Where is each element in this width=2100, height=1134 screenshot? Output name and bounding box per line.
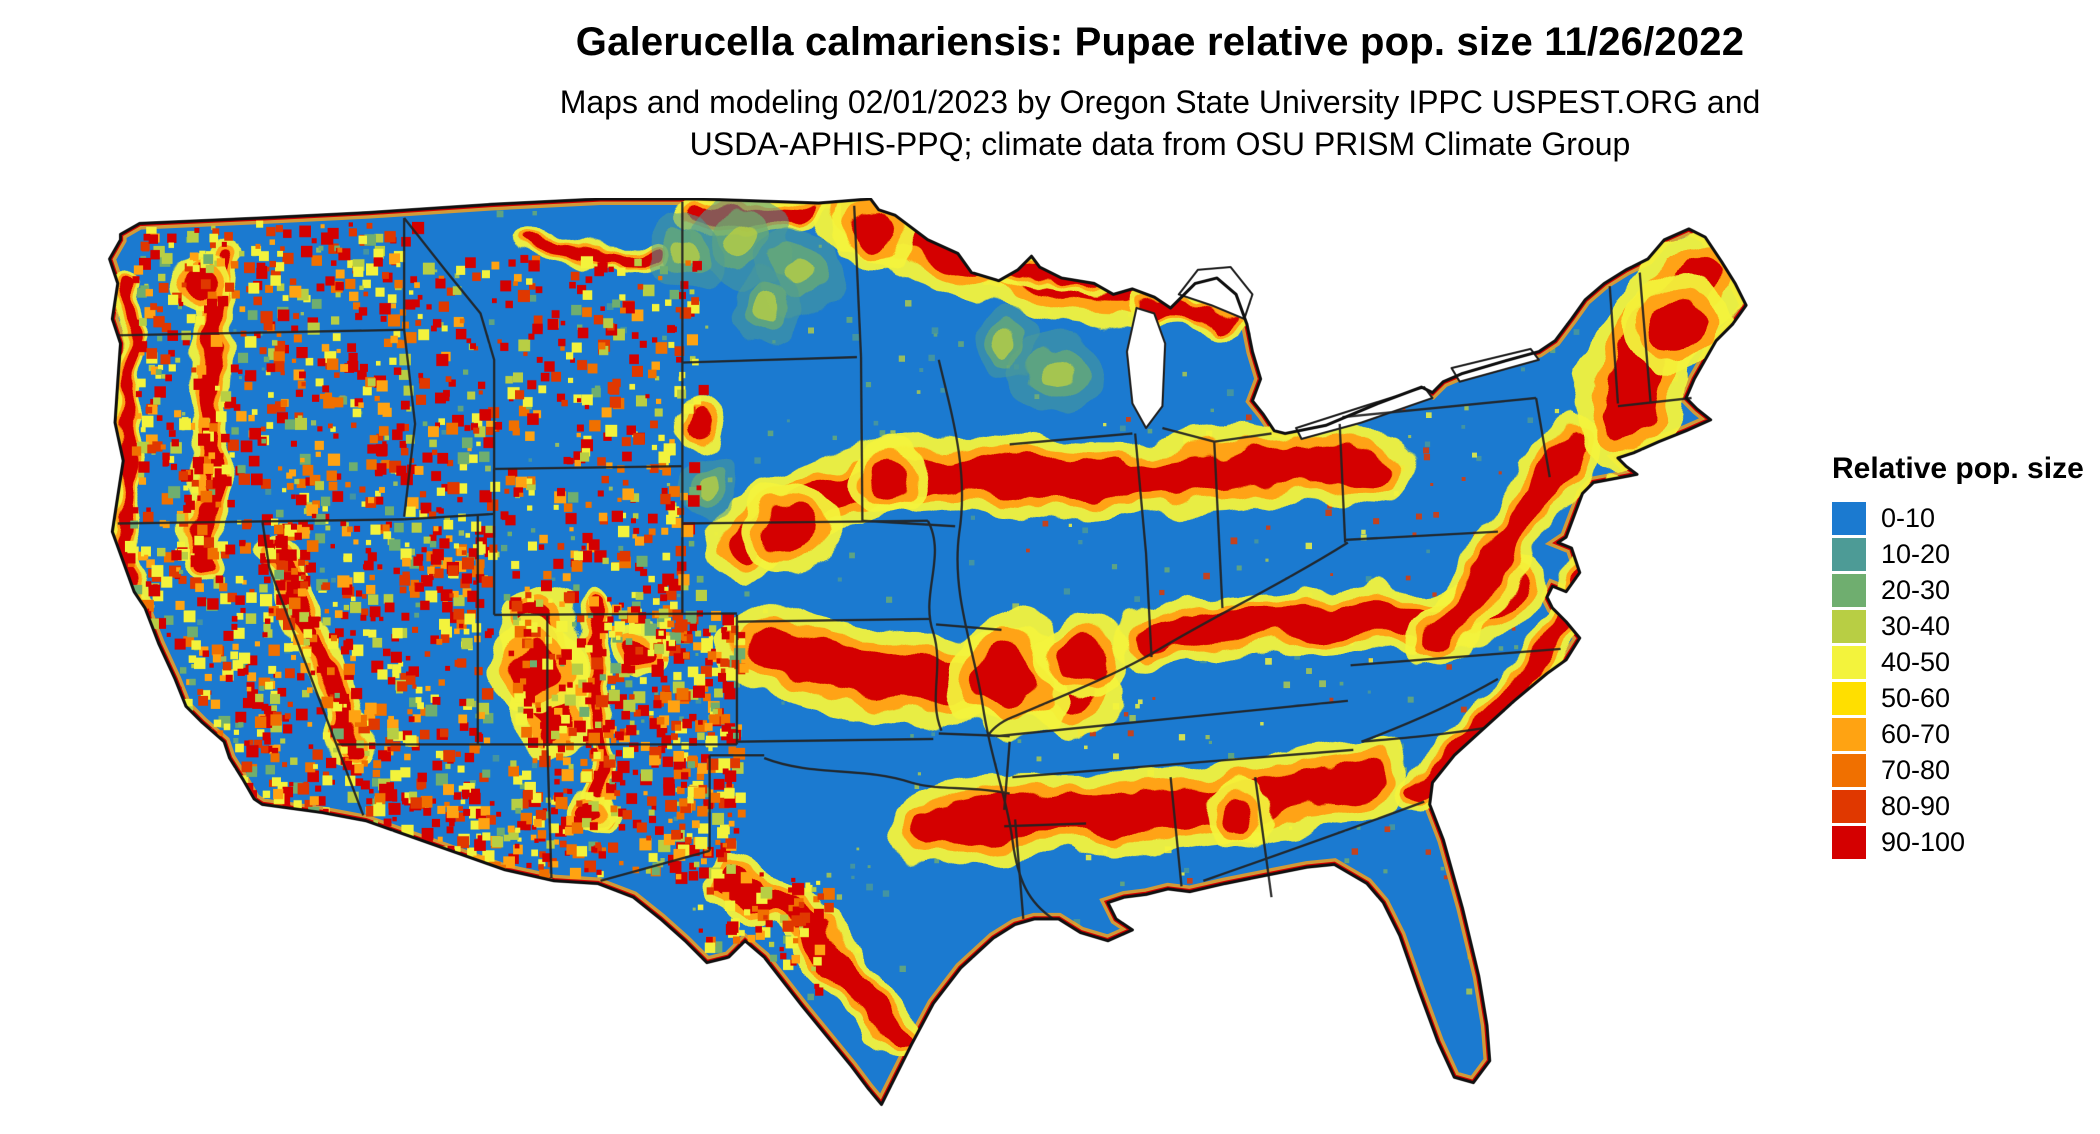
map-subtitle-line1: Maps and modeling 02/01/2023 by Oregon S… bbox=[559, 84, 1761, 120]
legend-swatch bbox=[1832, 502, 1866, 535]
legend-title: Relative pop. size bbox=[1832, 452, 2084, 485]
map-subtitle: Maps and modeling 02/01/2023 by Oregon S… bbox=[220, 81, 2100, 165]
legend-row: 20-30 bbox=[1832, 574, 2098, 607]
legend-swatch bbox=[1832, 538, 1866, 571]
legend-label: 90-100 bbox=[1881, 827, 1966, 857]
legend-row: 0-10 bbox=[1832, 502, 2098, 535]
legend-label: 60-70 bbox=[1881, 719, 1951, 749]
legend-swatch bbox=[1832, 646, 1866, 679]
legend-row: 40-50 bbox=[1832, 646, 2098, 679]
map-subtitle-line2: USDA-APHIS-PPQ; climate data from OSU PR… bbox=[689, 126, 1631, 163]
legend-label: 70-80 bbox=[1881, 755, 1951, 785]
legend-swatch bbox=[1832, 790, 1866, 823]
legend-label: 0-10 bbox=[1881, 503, 1936, 533]
legend-label: 30-40 bbox=[1881, 611, 1951, 641]
legend-swatch bbox=[1832, 718, 1866, 751]
legend-swatch bbox=[1832, 826, 1866, 859]
legend-label: 20-30 bbox=[1881, 575, 1951, 605]
legend-row: 90-100 bbox=[1832, 826, 2098, 859]
legend-row: 70-80 bbox=[1832, 754, 2098, 787]
legend-swatch bbox=[1832, 754, 1866, 787]
legend-row: 10-20 bbox=[1832, 538, 2098, 571]
legend-rows: 0-10 10-20 20-30 30-40 40-50 50-60 60-70 70-80 8… bbox=[1832, 502, 2098, 859]
legend-swatch bbox=[1832, 682, 1866, 715]
legend-label: 50-60 bbox=[1881, 683, 1951, 713]
legend-swatch bbox=[1832, 574, 1866, 607]
legend-label: 80-90 bbox=[1881, 791, 1951, 821]
map-title: Galerucella calmariensis: Pupae relative… bbox=[575, 20, 1745, 64]
legend-label: 40-50 bbox=[1881, 647, 1951, 677]
legend-row: 50-60 bbox=[1832, 682, 2098, 715]
legend-row: 30-40 bbox=[1832, 610, 2098, 643]
legend: Relative pop. size 0-10 10-20 20-30 30-40 40… bbox=[1832, 452, 2098, 862]
legend-row: 60-70 bbox=[1832, 718, 2098, 751]
map-header: Galerucella calmariensis: Pupae relative… bbox=[220, 20, 2100, 165]
legend-swatch bbox=[1832, 610, 1866, 643]
legend-label: 10-20 bbox=[1881, 539, 1951, 569]
us-map-container bbox=[55, 198, 1787, 1134]
legend-row: 80-90 bbox=[1832, 790, 2098, 823]
us-population-map bbox=[108, 198, 1748, 1106]
